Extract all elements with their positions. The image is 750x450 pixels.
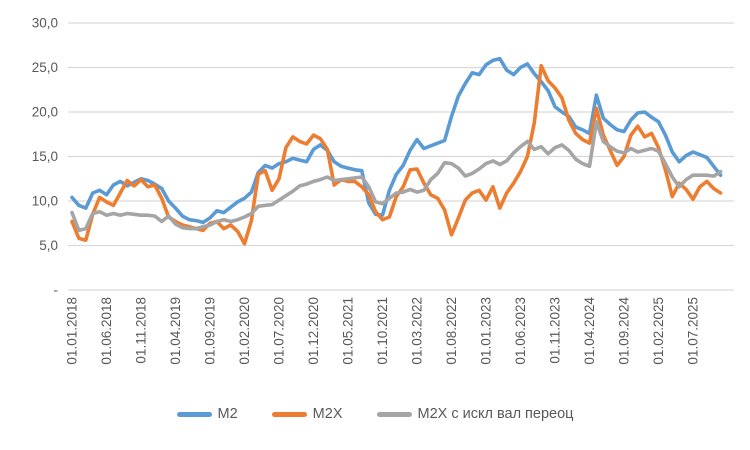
x-axis-tick: 01.10.2021 — [375, 297, 390, 365]
x-axis-tick-label: 01.08.2022 — [444, 297, 459, 365]
x-axis-tick: 01.12.2020 — [306, 297, 321, 365]
x-axis-tick-label: 01.11.2023 — [548, 297, 563, 364]
y-axis-tick-label: 20,0 — [32, 105, 58, 120]
legend-label-m2x-adj: М2Х с искл вал переоц — [417, 406, 574, 422]
legend-swatch-m2x-adj — [376, 411, 412, 417]
x-axis-tick: 01.01.2023 — [479, 297, 494, 365]
series-line-m2 — [70, 56, 723, 225]
x-axis-tick: 01.03.2022 — [410, 297, 425, 365]
y-axis-tick-label: 5,0 — [39, 238, 58, 253]
x-axis-tick-label: 01.07.2020 — [272, 297, 287, 365]
x-axis-tick: 01.11.2018 — [134, 297, 149, 364]
x-axis-tick: 01.04.2024 — [582, 297, 597, 365]
plot-area: - 5,0 10,0 15,0 20,0 25,0 30,0 01.01.2018 01.06.… — [32, 16, 734, 365]
x-axis-tick-label: 01.09.2024 — [617, 297, 632, 365]
y-axis-tick-label: 15,0 — [32, 149, 58, 164]
x-axis-tick-label: 01.03.2022 — [410, 297, 425, 365]
y-axis-tick-label: 10,0 — [32, 194, 58, 209]
x-axis-tick-label: 01.04.2024 — [582, 297, 597, 365]
legend-item-m2[interactable]: М2 — [176, 406, 238, 422]
x-axis-tick-label: 01.05.2021 — [341, 297, 356, 365]
series-line-m2x — [70, 63, 723, 246]
x-axis-tick: 01.06.2018 — [99, 297, 114, 365]
x-axis-tick-label: 01.11.2018 — [134, 297, 149, 364]
x-axis-tick: 01.07.2025 — [686, 297, 701, 365]
x-axis-tick-label: 01.06.2018 — [99, 297, 114, 365]
x-axis-tick: 01.04.2019 — [168, 297, 183, 365]
x-axis-tick: 01.02.2025 — [651, 297, 666, 365]
legend-swatch-m2x — [271, 411, 307, 417]
x-axis-tick: 01.09.2024 — [617, 297, 632, 365]
y-axis-tick-label: 25,0 — [32, 60, 58, 75]
x-axis-tick-label: 01.09.2019 — [203, 297, 218, 365]
x-axis-tick-label: 01.02.2025 — [651, 297, 666, 365]
x-axis-tick-label: 01.07.2025 — [686, 297, 701, 365]
legend: М2 М2Х М2Х с искл вал переоц — [0, 406, 750, 422]
x-axis-tick-label: 01.01.2023 — [479, 297, 494, 365]
x-axis-tick: 01.06.2023 — [513, 297, 528, 365]
legend-label-m2x: М2Х — [312, 406, 343, 422]
x-axis-tick: 01.02.2020 — [237, 297, 252, 365]
legend-swatch-m2 — [176, 411, 212, 417]
x-axis-tick: 01.05.2021 — [341, 297, 356, 365]
legend-label-m2: М2 — [217, 406, 238, 422]
series-line-m2x-adj — [70, 120, 723, 233]
x-axis-tick-label: 01.12.2020 — [306, 297, 321, 365]
x-axis-tick-label: 01.01.2018 — [65, 297, 80, 365]
x-axis-tick: 01.01.2018 — [65, 297, 80, 365]
legend-item-m2x[interactable]: М2Х — [271, 406, 343, 422]
x-axis-tick-label: 01.02.2020 — [237, 297, 252, 365]
x-axis-tick: 01.09.2019 — [203, 297, 218, 365]
x-axis-tick: 01.07.2020 — [272, 297, 287, 365]
y-axis-tick-label: - — [54, 283, 59, 298]
x-axis-tick-label: 01.06.2023 — [513, 297, 528, 365]
x-axis-tick-label: 01.04.2019 — [168, 297, 183, 365]
x-axis-tick: 01.11.2023 — [548, 297, 563, 364]
legend-item-m2x-adj[interactable]: М2Х с искл вал переоц — [376, 406, 574, 422]
x-axis-tick-label: 01.10.2021 — [375, 297, 390, 365]
y-axis-tick-label: 30,0 — [32, 16, 58, 31]
x-axis-tick: 01.08.2022 — [444, 297, 459, 365]
